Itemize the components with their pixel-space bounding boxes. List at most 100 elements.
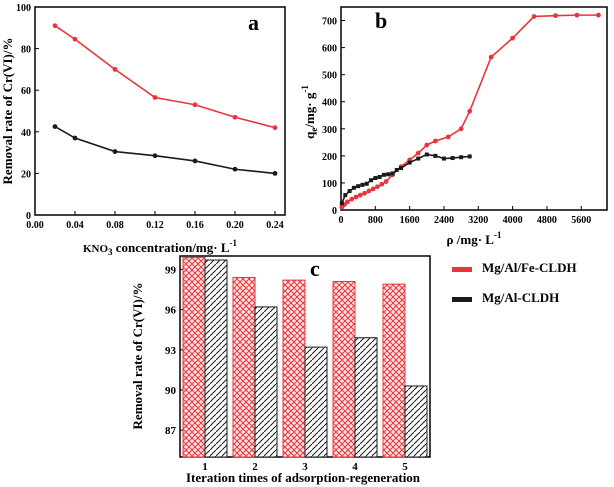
panel-c: 87 90 93 96 99 1 2 3 4 5 c Removal rate of Cr(VI)… (130, 255, 577, 485)
data-point (510, 35, 516, 41)
y-tick-label: 96 (165, 305, 177, 317)
bar-mg-al-cldh (354, 337, 378, 458)
panel-a-xlabel: KNO3 concentration/mg· L-1 (83, 238, 238, 257)
data-point (52, 23, 58, 29)
panel-b-xlabel: ρ /mg· L-1 (447, 230, 502, 247)
data-point (347, 189, 352, 194)
x-tick-label: 3 (302, 461, 308, 473)
data-point (383, 179, 389, 184)
y-tick-label: 300 (322, 125, 337, 136)
y-tick-label: 600 (322, 44, 337, 55)
bar-mg-al-cldh (204, 259, 228, 458)
data-point (343, 193, 348, 198)
y-tick-label: 60 (21, 86, 31, 97)
data-point (416, 156, 421, 161)
panel-b-ylabel: qe/mg· g-1 (300, 85, 319, 139)
data-point (441, 156, 446, 161)
panel-b-frame (340, 6, 608, 211)
data-point (362, 190, 367, 196)
data-point (356, 184, 361, 189)
y-tick-label: 40 (21, 128, 31, 139)
data-point (399, 166, 404, 171)
x-tick-label: 0.04 (66, 220, 84, 231)
y-tick-label: 100 (16, 3, 31, 14)
y-tick-label: 87 (165, 425, 177, 437)
data-point (152, 153, 158, 159)
data-point (379, 181, 385, 187)
x-tick-label: 2 (252, 461, 258, 473)
panel-a: 0.00 0.04 0.08 0.12 0.16 0.20 0.24 0 20 40 60 80 100… (0, 3, 286, 257)
y-tick-label: 20 (21, 169, 31, 180)
data-point (458, 126, 464, 132)
data-point (272, 171, 278, 176)
data-point (232, 114, 238, 120)
x-tick-label: 4 (352, 461, 358, 473)
data-point (52, 124, 58, 129)
series-line-mg-al-fe-cldh (54, 25, 276, 129)
bar-mg-al-fe-cldh (232, 276, 256, 458)
data-point (467, 108, 473, 114)
data-point (345, 199, 350, 205)
data-point (459, 155, 464, 160)
panel-b: 0 800 1600 2400 3200 4000 4800 5600 0 100 200 300 40… (300, 6, 608, 247)
data-point (450, 156, 455, 161)
legend-swatch (452, 267, 472, 272)
bar-mg-al-fe-cldh (282, 279, 306, 458)
legend-label: Mg/Al-CLDH (482, 290, 559, 305)
data-point (531, 14, 537, 19)
data-point (596, 12, 601, 18)
data-point (353, 194, 359, 200)
series-line-mg-al-cldh (54, 125, 276, 175)
data-point (357, 192, 363, 198)
x-tick-label: 0.20 (226, 220, 244, 231)
x-tick-label: 1 (202, 461, 208, 473)
x-tick-label: 800 (368, 215, 383, 226)
x-tick-label: 0.16 (186, 220, 204, 231)
x-tick-label: 1600 (400, 215, 420, 226)
bar-mg-al-cldh (254, 306, 278, 458)
data-point (112, 67, 118, 72)
panel-c-xlabel: Iteration times of adsorption-regenerati… (186, 470, 421, 485)
x-tick-label: 5600 (571, 215, 591, 226)
data-point (349, 196, 355, 202)
y-tick-label: 700 (322, 17, 337, 28)
panel-a-ylabel: Removal rate of Cr(VI)/% (0, 38, 15, 185)
x-tick-label: 0.24 (266, 220, 284, 231)
x-tick-label: 0.00 (26, 220, 44, 231)
x-tick-label: 0.12 (146, 220, 164, 231)
data-point (72, 36, 78, 42)
bar-mg-al-fe-cldh (382, 283, 406, 458)
data-point (373, 176, 378, 181)
data-point (433, 153, 438, 158)
data-point (574, 12, 580, 18)
y-tick-label: 400 (322, 98, 337, 109)
data-point (424, 152, 429, 157)
data-point (553, 13, 558, 19)
data-point (366, 188, 372, 194)
y-tick-label: 80 (21, 45, 31, 56)
y-tick-label: 99 (165, 264, 177, 276)
y-tick-label: 0 (332, 206, 337, 217)
data-point (272, 125, 278, 131)
data-point (394, 167, 399, 172)
data-point (467, 154, 472, 159)
panel-b-label: b (375, 8, 387, 33)
data-point (232, 166, 238, 172)
y-tick-label: 0 (26, 211, 31, 222)
data-point (72, 135, 78, 141)
x-tick-label: 2400 (434, 215, 454, 226)
data-point (360, 182, 365, 187)
y-tick-label: 200 (322, 152, 337, 163)
data-point (370, 186, 376, 192)
data-point (381, 172, 386, 177)
y-tick-label: 90 (165, 385, 177, 397)
x-tick-label: 4000 (503, 215, 523, 226)
y-tick-label: 93 (165, 345, 177, 357)
data-point (377, 174, 382, 179)
data-point (415, 150, 421, 156)
panel-c-legend: Mg/Al/Fe-CLDH Mg/Al-CLDH (452, 260, 577, 305)
legend-swatch (452, 297, 472, 302)
data-point (112, 149, 118, 154)
bar-mg-al-cldh (404, 385, 428, 458)
